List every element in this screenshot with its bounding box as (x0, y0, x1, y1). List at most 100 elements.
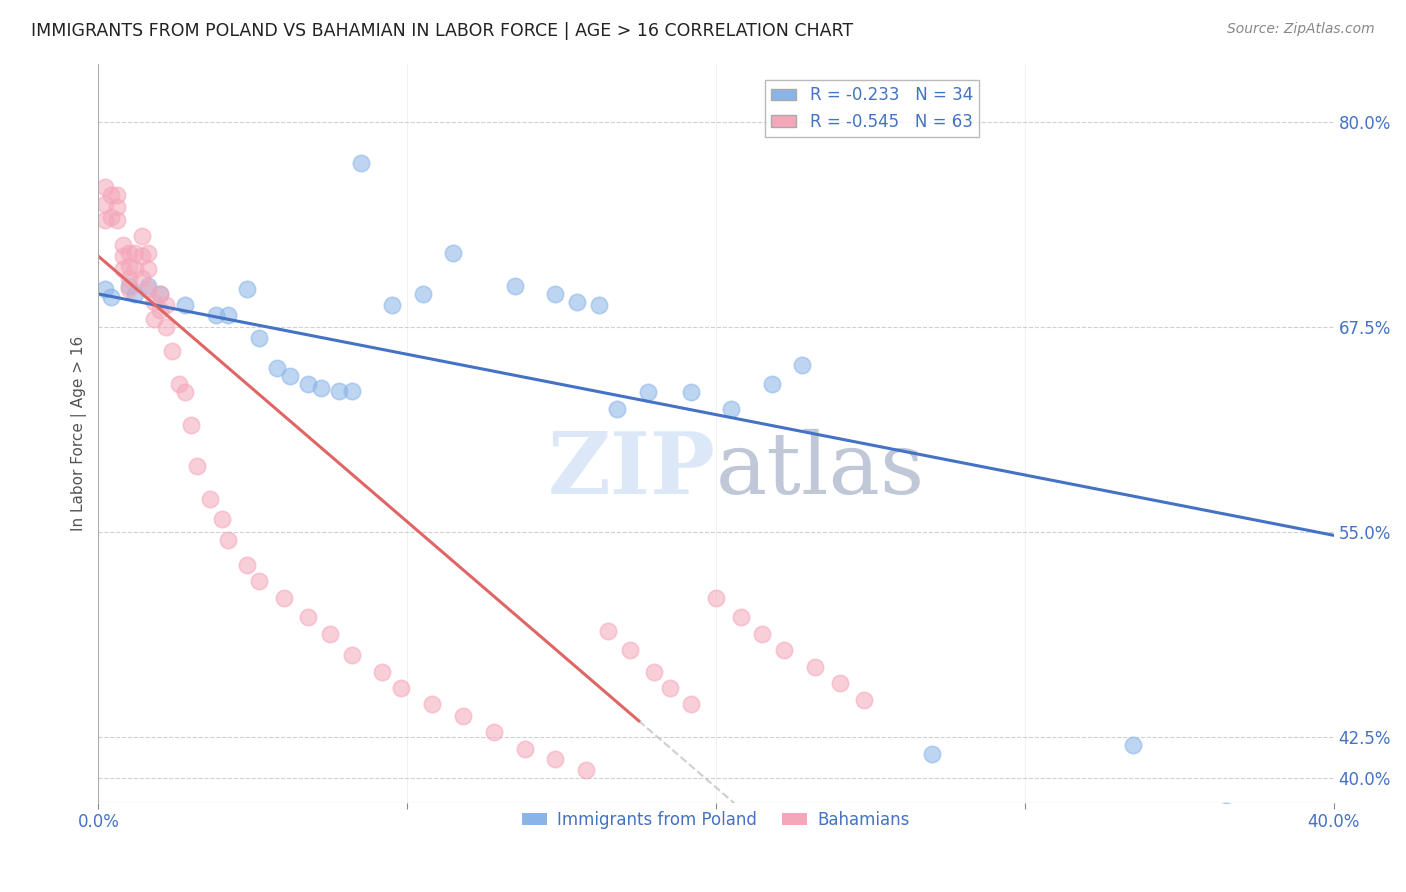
Point (186, 459, 208, 474)
Point (105, 200, 128, 214)
Point (412, 287, 434, 301)
Point (565, 295, 588, 310)
Point (149, 287, 172, 301)
Point (340, 648, 363, 663)
Point (112, 237, 135, 252)
Point (1215, 804, 1237, 818)
Point (173, 385, 195, 400)
Point (420, 698, 443, 712)
Point (124, 262, 146, 277)
Point (93, 213, 115, 227)
Point (173, 298, 195, 312)
Point (112, 262, 135, 277)
Point (124, 246, 146, 260)
Point (198, 492, 221, 507)
Point (751, 627, 773, 641)
Point (371, 665, 394, 679)
Point (217, 308, 239, 322)
Point (389, 681, 412, 695)
Point (131, 249, 153, 263)
Text: Source: ZipAtlas.com: Source: ZipAtlas.com (1227, 22, 1375, 37)
Point (503, 278, 526, 293)
Point (235, 558, 257, 572)
Point (211, 512, 233, 526)
Point (921, 747, 943, 761)
Point (804, 659, 827, 673)
Point (297, 610, 319, 624)
Point (149, 287, 172, 301)
Point (247, 331, 270, 345)
Point (853, 692, 876, 706)
Point (149, 303, 172, 318)
Point (704, 591, 727, 605)
Point (167, 377, 190, 392)
Point (93, 180, 115, 194)
Point (596, 624, 619, 638)
Point (142, 311, 165, 326)
Point (513, 741, 536, 756)
Point (482, 725, 505, 739)
Point (544, 751, 567, 765)
Point (681, 385, 703, 400)
Point (350, 155, 373, 169)
Point (278, 369, 301, 384)
Point (247, 574, 270, 589)
Point (136, 282, 159, 296)
Point (93, 196, 115, 211)
Point (142, 295, 165, 310)
Point (828, 676, 851, 690)
Point (93, 282, 115, 296)
Point (792, 358, 814, 372)
Point (100, 210, 122, 224)
Point (761, 377, 783, 392)
Point (443, 246, 465, 260)
Point (319, 627, 342, 641)
Point (155, 298, 177, 312)
Point (118, 278, 141, 293)
Point (658, 681, 681, 695)
Point (180, 418, 202, 433)
Y-axis label: In Labor Force | Age > 16: In Labor Force | Age > 16 (72, 336, 87, 531)
Point (297, 377, 319, 392)
Point (105, 213, 128, 227)
Point (544, 287, 567, 301)
Point (273, 591, 295, 605)
Point (136, 278, 159, 293)
Point (637, 385, 659, 400)
Point (100, 188, 122, 202)
Point (588, 298, 610, 312)
Point (155, 319, 177, 334)
Point (643, 665, 665, 679)
Point (112, 249, 135, 263)
Point (118, 270, 141, 285)
Point (118, 259, 141, 273)
Point (136, 246, 159, 260)
Point (118, 246, 141, 260)
Point (136, 262, 159, 277)
Point (773, 643, 796, 657)
Point (217, 533, 239, 548)
Point (204, 308, 226, 322)
Point (606, 401, 628, 416)
Text: IMMIGRANTS FROM POLAND VS BAHAMIAN IN LABOR FORCE | AGE > 16 CORRELATION CHART: IMMIGRANTS FROM POLAND VS BAHAMIAN IN LA… (31, 22, 853, 40)
Point (381, 298, 404, 312)
Point (105, 188, 128, 202)
Point (309, 380, 332, 394)
Point (730, 610, 752, 624)
Point (118, 282, 141, 296)
Point (328, 384, 350, 398)
Point (340, 384, 363, 398)
Point (619, 643, 641, 657)
Point (681, 698, 703, 712)
Text: ZIP: ZIP (548, 428, 716, 512)
Point (235, 282, 257, 296)
Point (100, 290, 122, 304)
Point (720, 401, 742, 416)
Point (131, 229, 153, 244)
Point (575, 763, 598, 777)
Point (451, 709, 474, 723)
Point (266, 360, 288, 375)
Legend: Immigrants from Poland, Bahamians: Immigrants from Poland, Bahamians (516, 804, 917, 835)
Point (1122, 739, 1144, 753)
Point (131, 270, 153, 285)
